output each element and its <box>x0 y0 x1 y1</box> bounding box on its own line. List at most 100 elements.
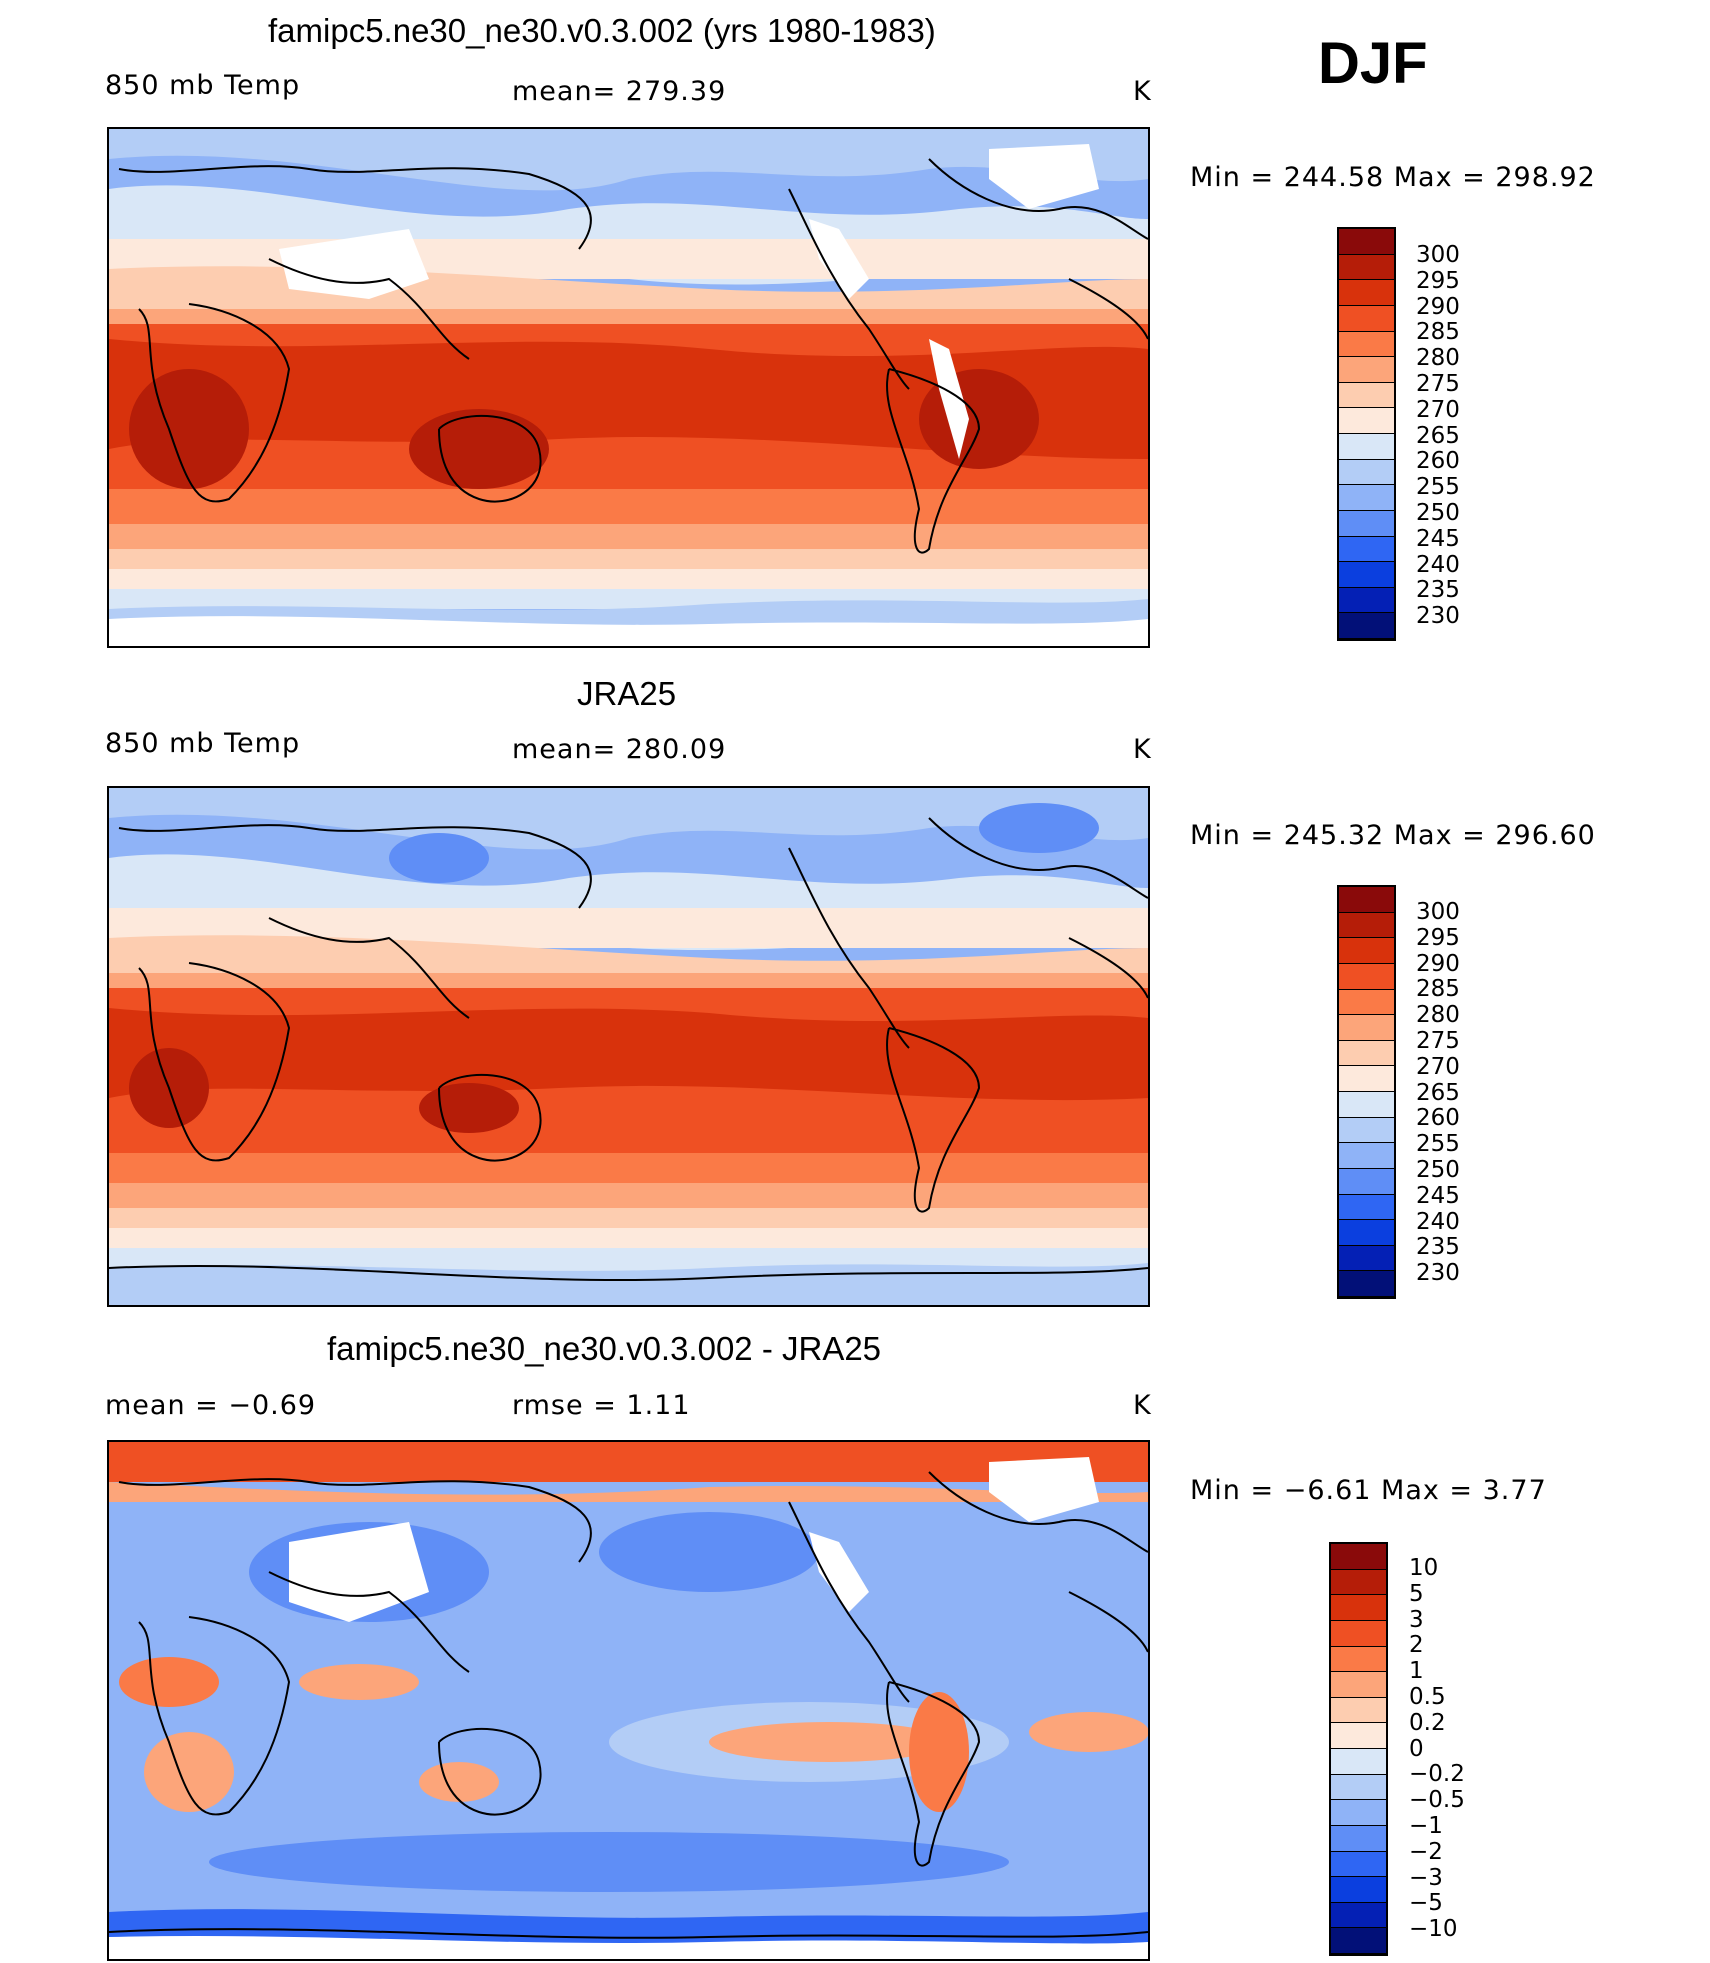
colorbar-tick-label: 250 <box>1416 500 1460 526</box>
colorbar-tick-label: 10 <box>1409 1555 1439 1581</box>
colorbar-segment <box>1339 1194 1394 1221</box>
colorbar-segment <box>1331 1851 1386 1878</box>
colorbar-segment <box>1331 1877 1386 1903</box>
colorbar-segment <box>1331 1825 1386 1852</box>
panel-1-map <box>107 127 1150 648</box>
colorbar-tick-label: 285 <box>1416 976 1460 1003</box>
colorbar-tick-label: 260 <box>1416 448 1460 475</box>
colorbar-segment <box>1331 1774 1386 1801</box>
colorbar-tick-label: 280 <box>1416 345 1460 372</box>
colorbar-tick-label: 255 <box>1416 474 1460 501</box>
colorbar-segment <box>1339 613 1394 639</box>
colorbar-segment <box>1339 1271 1394 1297</box>
panel-2-minmax-label: Min = 245.32 Max = 296.60 <box>1190 820 1596 851</box>
colorbar-tick-label: −1 <box>1409 1813 1443 1839</box>
colorbar-segment <box>1339 536 1394 563</box>
colorbar-tick-label: 230 <box>1416 1260 1460 1287</box>
colorbar-segment <box>1339 562 1394 588</box>
colorbar-tick-label: 270 <box>1416 396 1460 423</box>
colorbar-segment <box>1339 459 1394 486</box>
season-label: DJF <box>1318 31 1428 96</box>
colorbar-segment <box>1339 331 1394 358</box>
panel-2-title: JRA25 <box>577 675 677 712</box>
colorbar-segment <box>1339 587 1394 614</box>
colorbar-segment <box>1331 1569 1386 1596</box>
colorbar-segment <box>1331 1620 1386 1647</box>
colorbar-segment <box>1339 485 1394 511</box>
colorbar-segment <box>1339 408 1394 434</box>
panel-2-variable-label: 850 mb Temp <box>105 728 301 759</box>
colorbar-segment <box>1339 382 1394 409</box>
panel-1-colorbar <box>1337 227 1396 641</box>
panel-1-variable-label: 850 mb Temp <box>105 70 301 101</box>
colorbar-tick-label: 245 <box>1416 1182 1460 1209</box>
colorbar-tick-label: 280 <box>1416 1002 1460 1029</box>
colorbar-segment <box>1331 1595 1386 1621</box>
colorbar-tick-label: 0 <box>1409 1735 1424 1762</box>
colorbar-tick-label: 255 <box>1416 1131 1460 1158</box>
colorbar-tick-label: −2 <box>1409 1838 1443 1865</box>
colorbar-tick-label: 265 <box>1416 422 1460 449</box>
colorbar-tick-label: 265 <box>1416 1079 1460 1106</box>
panel-2-units-label: K <box>1133 734 1152 765</box>
colorbar-tick-label: 275 <box>1416 1028 1460 1054</box>
panel-3-rmse-label: rmse = 1.11 <box>512 1390 691 1421</box>
colorbar-tick-label: 240 <box>1416 1208 1460 1235</box>
colorbar-tick-label: 270 <box>1416 1053 1460 1080</box>
colorbar-segment <box>1339 1015 1394 1041</box>
colorbar-segment <box>1339 305 1394 332</box>
colorbar-tick-label: 230 <box>1416 603 1460 630</box>
panel-2-colorbar <box>1337 885 1396 1299</box>
colorbar-segment <box>1331 1800 1386 1826</box>
colorbar-tick-label: 2 <box>1409 1632 1424 1659</box>
colorbar-segment <box>1339 1117 1394 1144</box>
panel-1-units-label: K <box>1133 76 1152 107</box>
colorbar-segment <box>1339 887 1394 913</box>
colorbar-segment <box>1339 1040 1394 1067</box>
colorbar-segment <box>1331 1697 1386 1724</box>
colorbar-segment <box>1339 963 1394 990</box>
colorbar-segment <box>1339 510 1394 537</box>
colorbar-segment <box>1331 1749 1386 1775</box>
colorbar-segment <box>1331 1672 1386 1698</box>
colorbar-segment <box>1339 434 1394 460</box>
colorbar-tick-label: −10 <box>1409 1916 1458 1943</box>
colorbar-tick-label: 1 <box>1409 1658 1424 1685</box>
colorbar-segment <box>1339 229 1394 255</box>
panel-3-units-label: K <box>1133 1390 1152 1421</box>
colorbar-tick-label: −3 <box>1409 1864 1443 1891</box>
colorbar-segment <box>1331 1646 1386 1673</box>
colorbar-tick-label: 290 <box>1416 950 1460 977</box>
colorbar-tick-label: 240 <box>1416 551 1460 578</box>
colorbar-segment <box>1331 1723 1386 1749</box>
colorbar-tick-label: 245 <box>1416 525 1460 552</box>
colorbar-tick-label: 285 <box>1416 319 1460 346</box>
panel-3-title: famipc5.ne30_ne30.v0.3.002 - JRA25 <box>327 1330 882 1367</box>
colorbar-tick-label: 300 <box>1416 242 1460 268</box>
colorbar-tick-label: 250 <box>1416 1157 1460 1183</box>
colorbar-segment <box>1339 1143 1394 1169</box>
colorbar-segment <box>1339 1092 1394 1118</box>
panel-3-mean-label: mean = −0.69 <box>105 1390 317 1421</box>
colorbar-segment <box>1339 280 1394 306</box>
panel-1-title: famipc5.ne30_ne30.v0.3.002 (yrs 1980-198… <box>268 12 936 49</box>
colorbar-tick-label: −0.5 <box>1409 1787 1465 1814</box>
colorbar-segment <box>1331 1902 1386 1929</box>
colorbar-tick-label: −5 <box>1409 1890 1443 1917</box>
panel-3-map <box>107 1440 1150 1961</box>
colorbar-segment <box>1339 1245 1394 1272</box>
colorbar-segment <box>1339 254 1394 281</box>
colorbar-tick-label: 0.5 <box>1409 1684 1446 1710</box>
colorbar-segment <box>1339 1066 1394 1092</box>
colorbar-segment <box>1331 1544 1386 1570</box>
panel-1-mean-label: mean= 279.39 <box>512 76 727 107</box>
colorbar-tick-label: 0.2 <box>1409 1709 1446 1736</box>
colorbar-tick-label: 235 <box>1416 1234 1460 1261</box>
colorbar-segment <box>1339 912 1394 939</box>
colorbar-tick-label: 295 <box>1416 267 1460 294</box>
panel-2-mean-label: mean= 280.09 <box>512 734 727 765</box>
colorbar-segment <box>1339 989 1394 1016</box>
colorbar-tick-label: 290 <box>1416 293 1460 320</box>
colorbar-tick-label: 3 <box>1409 1606 1424 1633</box>
panel-3-minmax-label: Min = −6.61 Max = 3.77 <box>1190 1475 1547 1506</box>
